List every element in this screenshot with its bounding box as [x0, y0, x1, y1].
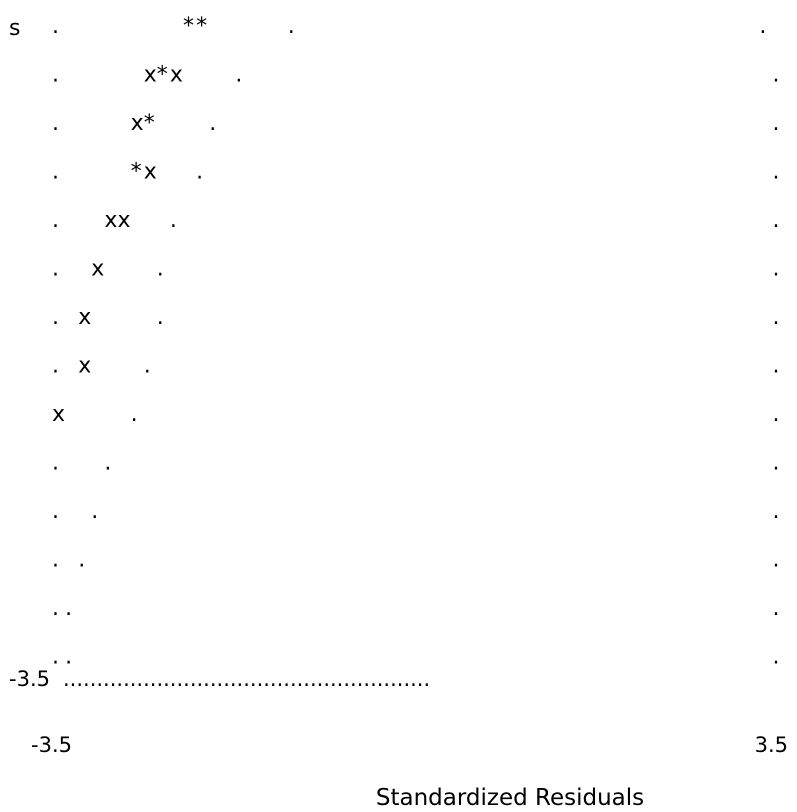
plot-point-x: x: [131, 111, 144, 136]
plot-point-star: *: [131, 160, 142, 185]
plot-dot: .: [773, 596, 780, 621]
plot-point-star: *: [183, 14, 194, 39]
plot-dot: .: [52, 596, 59, 621]
plot-dot: .: [773, 63, 780, 88]
plot-point-x: x: [52, 402, 65, 427]
plot-dot: .: [773, 451, 780, 476]
plot-dot: .: [52, 257, 59, 282]
plot-dot: .: [209, 111, 216, 136]
plot-dot: .: [52, 645, 59, 670]
plot-dot: .: [235, 63, 242, 88]
plot-dot: .: [773, 548, 780, 573]
plot-point-x: x: [78, 354, 91, 379]
top-left-label: s: [9, 16, 20, 41]
plot-dot: .: [773, 354, 780, 379]
plot-dot: .: [78, 548, 85, 573]
plot-dot: .: [773, 499, 780, 524]
plot-dot: .: [773, 160, 780, 185]
plot-dot: .: [759, 14, 766, 39]
plot-dot: .: [144, 354, 151, 379]
plot-dot: .: [52, 63, 59, 88]
plot-point-x: x: [91, 257, 104, 282]
plot-dot: .: [157, 305, 164, 330]
x-tick-label-max: 3.5: [755, 733, 788, 757]
plot-dot: .: [52, 111, 59, 136]
x-axis-dots: ........................................…: [63, 667, 430, 691]
plot-point-x: x: [170, 63, 183, 88]
plot-dot: .: [288, 14, 295, 39]
plot-dot: .: [170, 208, 177, 233]
plot-point-star: *: [157, 63, 168, 88]
plot-dot: .: [65, 645, 72, 670]
plot-glyphs: . * *... x * x... x *... * x... x x... x... x... x. .x.…: [52, 14, 780, 670]
plot-dot: .: [52, 160, 59, 185]
plot-dot: .: [52, 14, 59, 39]
x-axis-title: Standardized Residuals: [376, 785, 644, 811]
plot-point-x: x: [78, 305, 91, 330]
plot-dot: .: [52, 208, 59, 233]
plot-dot: .: [773, 305, 780, 330]
plot-dot: .: [65, 596, 72, 621]
plot-dot: .: [773, 208, 780, 233]
plot-point-x: x: [144, 63, 157, 88]
plot-dot: .: [52, 354, 59, 379]
y-tick-label-min: -3.5: [9, 667, 50, 691]
plot-dot: .: [131, 402, 138, 427]
plot-dot: .: [773, 402, 780, 427]
plot-point-star: *: [196, 14, 207, 39]
plot-point-x: x: [118, 208, 131, 233]
plot-dot: .: [773, 645, 780, 670]
plot-dot: .: [52, 499, 59, 524]
plot-dot: .: [52, 305, 59, 330]
x-tick-label-min: -3.5: [31, 733, 72, 757]
plot-dot: .: [196, 160, 203, 185]
plot-dot: .: [52, 451, 59, 476]
plot-point-star: *: [144, 111, 155, 136]
plot-dot: .: [104, 451, 111, 476]
plot-dot: .: [52, 548, 59, 573]
plot-dot: .: [91, 499, 98, 524]
plot-dot: .: [157, 257, 164, 282]
plot-point-x: x: [104, 208, 117, 233]
plot-dot: .: [773, 111, 780, 136]
plot-dot: .: [773, 257, 780, 282]
plot-point-x: x: [144, 160, 157, 185]
